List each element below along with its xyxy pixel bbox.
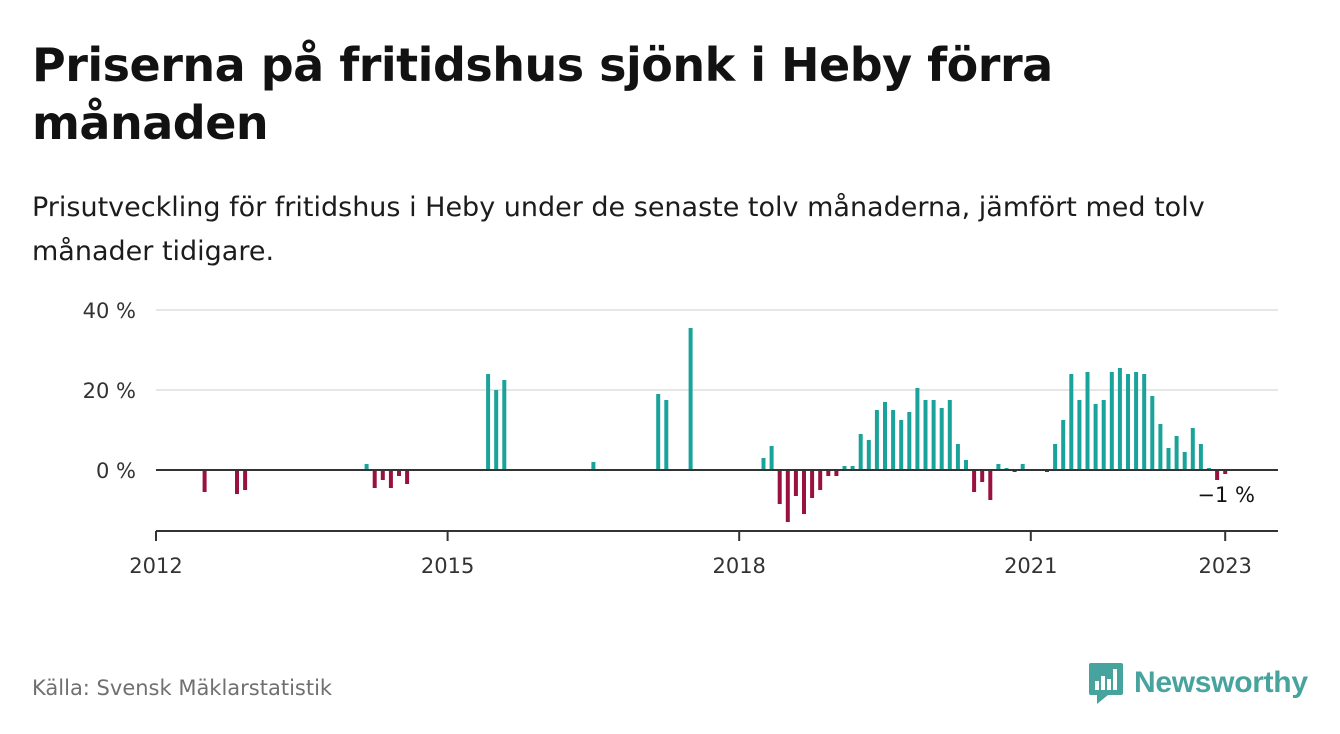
bar xyxy=(1126,374,1130,470)
bar xyxy=(826,470,831,476)
bar xyxy=(1053,444,1058,470)
bars xyxy=(202,328,1228,522)
bar xyxy=(866,440,871,470)
y-tick-label: 40 % xyxy=(83,299,136,323)
chart-subtitle: Prisutveckling för fritidshus i Heby und… xyxy=(32,192,1205,267)
newsworthy-logo-icon xyxy=(1089,663,1123,704)
brand-logo: Newsworthy xyxy=(1088,660,1308,706)
bar xyxy=(793,470,798,496)
bar xyxy=(397,470,401,476)
bar xyxy=(1101,400,1106,470)
bar xyxy=(405,470,410,484)
bar xyxy=(1182,452,1187,470)
x-tick-label: 2012 xyxy=(129,554,182,578)
chart-title: Priserna på fritidshus sjönk i Heby förr… xyxy=(32,38,1053,150)
bar xyxy=(947,400,952,470)
bar xyxy=(1198,444,1203,470)
bar xyxy=(202,470,207,492)
bar xyxy=(980,470,985,482)
bar xyxy=(1190,428,1195,470)
bar xyxy=(931,400,936,470)
bar xyxy=(964,460,968,470)
bar xyxy=(810,470,815,498)
bar-chart: 40 % 20 % 0 % 2012 2015 2018 2021 2023 −1 % xyxy=(83,299,1278,578)
bar xyxy=(955,444,960,470)
bar xyxy=(923,400,928,470)
bar xyxy=(591,462,596,470)
y-tick-label: 20 % xyxy=(83,379,136,403)
bar xyxy=(380,470,385,480)
x-tick-label: 2021 xyxy=(1004,554,1057,578)
bar xyxy=(1166,448,1171,470)
bar xyxy=(939,408,944,470)
bar xyxy=(372,470,377,488)
source-note: Källa: Svensk Mäklarstatistik xyxy=(32,676,333,700)
bar xyxy=(486,374,491,470)
bar xyxy=(502,380,507,470)
bar xyxy=(1020,464,1025,470)
bar xyxy=(1142,374,1147,470)
x-tick-label: 2015 xyxy=(421,554,474,578)
bar xyxy=(850,466,855,470)
bar xyxy=(1069,374,1074,470)
bar xyxy=(1174,436,1179,470)
bar xyxy=(656,394,661,470)
bar xyxy=(664,400,669,470)
y-tick-label: 0 % xyxy=(96,459,136,483)
bar xyxy=(996,464,1001,470)
x-tick-label: 2018 xyxy=(712,554,765,578)
bar xyxy=(891,410,896,470)
bar xyxy=(915,388,920,470)
bar xyxy=(388,470,393,488)
bar xyxy=(1150,396,1155,470)
bar xyxy=(1215,470,1220,480)
bar xyxy=(777,470,782,504)
bar xyxy=(1077,400,1082,470)
bar xyxy=(1134,372,1139,470)
x-axis-ticks: 2012 2015 2018 2021 2023 xyxy=(129,531,1252,578)
bar xyxy=(1223,470,1228,474)
bar xyxy=(818,470,823,490)
gridlines xyxy=(156,309,1278,391)
bar xyxy=(907,412,912,470)
bar xyxy=(1117,368,1122,470)
bar xyxy=(899,420,904,470)
bar xyxy=(842,466,847,470)
bar xyxy=(1158,424,1163,470)
bar xyxy=(761,458,766,470)
bar xyxy=(802,470,806,514)
bar xyxy=(1085,372,1090,470)
bar xyxy=(769,446,774,470)
bar xyxy=(1109,372,1114,470)
brand-name: Newsworthy xyxy=(1134,666,1308,699)
bar xyxy=(785,470,790,522)
y-axis-labels: 40 % 20 % 0 % xyxy=(83,299,136,483)
x-tick-label: 2023 xyxy=(1198,554,1251,578)
bar xyxy=(874,410,879,470)
bar xyxy=(1061,420,1066,470)
bar xyxy=(1093,404,1098,470)
bar xyxy=(494,390,499,470)
bar xyxy=(972,470,977,492)
bar xyxy=(364,464,369,470)
bar xyxy=(988,470,993,500)
bar xyxy=(235,470,239,494)
last-value-label: −1 % xyxy=(1197,483,1255,507)
bar xyxy=(834,470,839,476)
bar xyxy=(858,434,863,470)
bar xyxy=(883,402,887,470)
bar xyxy=(243,470,248,490)
bar xyxy=(688,328,693,470)
